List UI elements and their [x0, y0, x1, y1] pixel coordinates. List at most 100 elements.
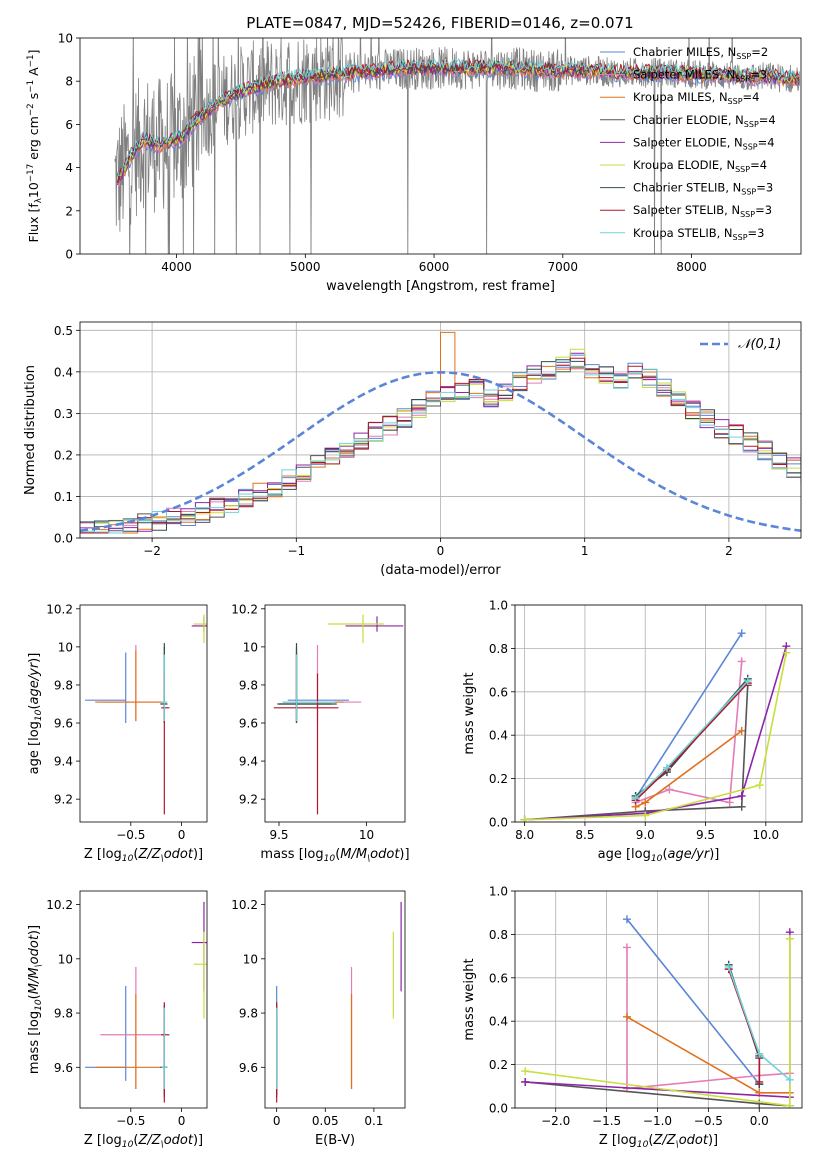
- ytick-label: 9.8: [239, 678, 258, 692]
- xtick-label: 10: [359, 828, 374, 842]
- xtick-label: 8000: [676, 260, 707, 274]
- axes-mass_vs_Z: −0.5 0 9.6 9.8 10 10.2 Z [log10​(Z/Z\​odot)] ma…: [27, 890, 208, 1150]
- xtick-label: 2: [725, 544, 733, 558]
- series-marker: [785, 1075, 794, 1084]
- xtick-label: 1: [581, 544, 589, 558]
- series-line: [524, 645, 788, 821]
- ytick-label: 9.8: [54, 1007, 73, 1021]
- legend-label: Chabrier MILES, NSSP=2: [633, 45, 768, 61]
- axes-frame: [264, 604, 406, 823]
- axes-frame: [79, 604, 208, 823]
- xtick-label: 8.5: [575, 828, 594, 842]
- axes-frame: [264, 890, 406, 1109]
- ytick-label: 0.5: [54, 324, 73, 338]
- series-marker: [641, 811, 650, 820]
- xtick-label: 5000: [290, 260, 321, 274]
- xtick-label: 0: [178, 1114, 186, 1128]
- ytick-label: 0.4: [54, 365, 73, 379]
- histogram-salpeter-stelib: [80, 357, 801, 534]
- histogram-chabrier-miles: [80, 354, 801, 530]
- xtick-label: 7000: [548, 260, 579, 274]
- series-marker: [631, 794, 640, 803]
- ytick-label: 1.0: [489, 599, 508, 613]
- ytick-label: 10: [243, 640, 258, 654]
- xtick-label: −2.0: [541, 1114, 570, 1128]
- series-marker: [755, 781, 764, 790]
- plot-area: [85, 901, 207, 1103]
- series-marker: [622, 915, 631, 924]
- axes-age_vs_Z: −0.5 0 9.2 9.4 9.6 9.8 10 10.2 Z [log10​(Z/Z\​od…: [27, 602, 208, 864]
- plot-area: [273, 614, 404, 815]
- series-marker: [521, 1067, 530, 1076]
- series-line: [524, 652, 788, 821]
- series-marker: [622, 943, 631, 952]
- x-axis-label: Z [log10​(Z/Z\​odot)]: [84, 1133, 203, 1150]
- xtick-label: 4000: [161, 260, 192, 274]
- plot-area: [80, 331, 801, 534]
- ytick-label: 0.6: [489, 971, 508, 985]
- x-axis-label: mass [log10​(M/M\​odot)]: [260, 847, 409, 864]
- series-line: [634, 632, 743, 799]
- ytick-label: 10: [243, 952, 258, 966]
- series-marker: [665, 785, 674, 794]
- axes-frame: [79, 890, 208, 1109]
- series-marker: [737, 629, 746, 638]
- y-axis-label: Flux [fλ​10−17​ erg cm−2​ s−1​ A−1​]: [26, 50, 44, 243]
- gaussian-curve: [80, 370, 801, 532]
- ytick-label: 10.2: [231, 898, 258, 912]
- xtick-label: −2: [143, 544, 161, 558]
- plot-area: [521, 915, 794, 1108]
- axes-weight_vs_age: 8.0 8.5 9.0 9.5 10.0 0.0 0.2 0.4 0.6 0.8 1.0 age [l…: [462, 599, 803, 864]
- model-spectrum-kroupa-stelib: [116, 57, 799, 176]
- axes-age_vs_mass: 9.5 10 9.2 9.4 9.6 9.8 10 10.2 mass [log10​(M/M\…: [231, 602, 409, 864]
- series-line: [635, 661, 743, 804]
- ytick-label: 0.6: [489, 685, 508, 699]
- ytick-label: 6: [65, 118, 73, 132]
- ytick-label: 0.0: [489, 816, 508, 830]
- ytick-label: 4: [65, 161, 73, 175]
- series-marker: [782, 648, 791, 657]
- axes-weight_vs_Z: −2.0 −1.5 −1.0 −0.5 0.0 0.0 0.2 0.4 0.6 0.8 1.0 Z […: [462, 885, 803, 1150]
- grid: [515, 604, 802, 823]
- ytick-label: 0.3: [54, 407, 73, 421]
- histogram-salpeter-elodie: [80, 352, 801, 534]
- ytick-label: 0.4: [489, 1015, 508, 1029]
- ytick-label: 10.2: [231, 602, 258, 616]
- axes-mass_vs_EBV: 0 0.05 0.1 9.6 9.8 10 10.2 E(B-V): [231, 890, 406, 1148]
- ytick-label: 9.6: [54, 717, 73, 731]
- ytick-label: 8: [65, 75, 73, 89]
- plot-area: [520, 629, 791, 822]
- series-marker: [743, 676, 752, 685]
- series-marker: [724, 962, 733, 971]
- series-marker: [520, 815, 529, 822]
- series-marker: [622, 1012, 631, 1021]
- ytick-label: 0.2: [489, 772, 508, 786]
- y-axis-label: age [log10​(age/yr)]: [27, 653, 44, 775]
- ytick-label: 0.8: [489, 642, 508, 656]
- series-marker: [785, 1101, 794, 1108]
- xtick-label: −1: [287, 544, 305, 558]
- histogram-chabrier-elodie: [80, 366, 801, 532]
- ytick-label: 0.1: [54, 490, 73, 504]
- ytick-label: 10: [58, 952, 73, 966]
- ytick-label: 1.0: [489, 885, 508, 899]
- model-spectrum-salpeter-stelib: [116, 58, 800, 183]
- xtick-label: −0.5: [116, 828, 145, 842]
- plot-area: [85, 614, 207, 815]
- ytick-label: 10: [58, 640, 73, 654]
- series-marker: [725, 798, 734, 807]
- axes-frame: [79, 321, 802, 539]
- model-spectrum-chabrier-miles: [117, 65, 800, 185]
- series-marker: [521, 1077, 530, 1086]
- ytick-label: 0.8: [489, 928, 508, 942]
- xtick-label: 9.0: [636, 828, 655, 842]
- ytick-label: 10.2: [46, 898, 73, 912]
- histogram-chabrier-stelib: [80, 359, 801, 534]
- legend-label: Kroupa STELIB, NSSP=3: [633, 226, 764, 242]
- series-marker: [785, 934, 794, 943]
- series-marker: [755, 1077, 764, 1086]
- axes-spectrum: 4000 5000 6000 7000 8000 0 2 4 6 8 10 wavelength [A…: [26, 32, 802, 294]
- axes-frame: [514, 890, 803, 1109]
- y-axis-label: mass [log10​(M/M\​odot)]: [27, 925, 44, 1074]
